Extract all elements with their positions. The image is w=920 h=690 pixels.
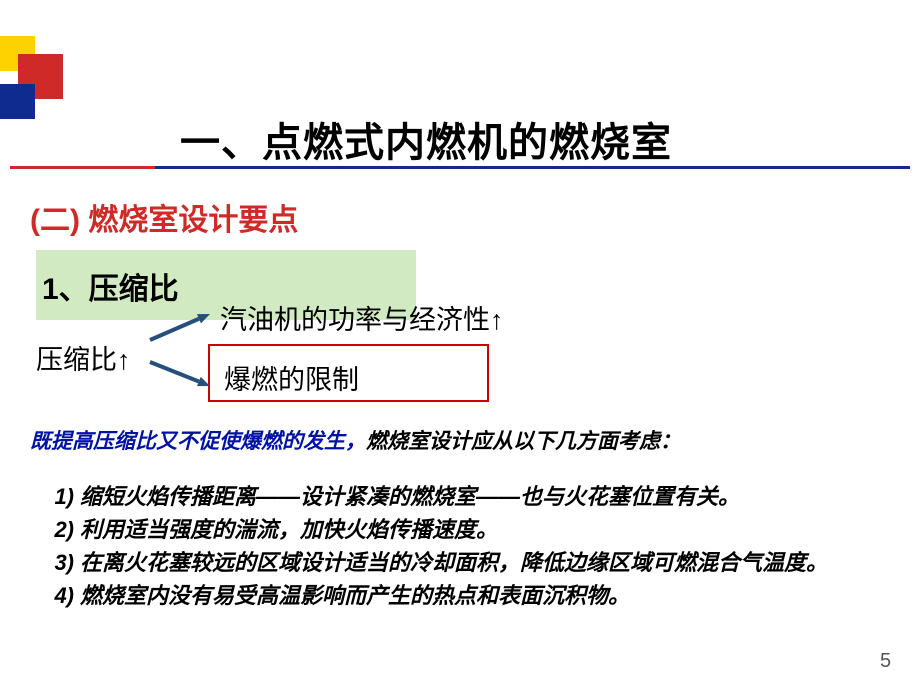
list-item-text: 燃烧室内没有易受高温影响而产生的热点和表面沉积物。 xyxy=(80,579,890,612)
underline-segment xyxy=(10,166,155,169)
list-item-number: 4) xyxy=(32,579,80,612)
list-item-text: 在离火花塞较远的区域设计适当的冷却面积，降低边缘区域可燃混合气温度。 xyxy=(80,546,890,579)
list-item-number: 3) xyxy=(32,546,80,579)
list-item: 3)在离火花塞较远的区域设计适当的冷却面积，降低边缘区域可燃混合气温度。 xyxy=(32,546,890,579)
design-points-list: 1)缩短火焰传播距离——设计紧凑的燃烧室——也与火花塞位置有关。2)利用适当强度… xyxy=(32,480,890,612)
flow-source-label: 压缩比↑ xyxy=(36,338,131,377)
list-item-text: 利用适当强度的湍流，加快火焰传播速度。 xyxy=(80,513,890,546)
list-item: 1)缩短火焰传播距离——设计紧凑的燃烧室——也与火花塞位置有关。 xyxy=(32,480,890,513)
flow-bottom-label: 爆燃的限制 xyxy=(224,358,359,397)
list-item-text: 缩短火焰传播距离——设计紧凑的燃烧室——也与火花塞位置有关。 xyxy=(80,480,890,513)
body-blue-span: 既提高压缩比又不促使爆燃的发生， xyxy=(30,430,366,453)
list-item-number: 1) xyxy=(32,480,80,513)
flow-top-label: 汽油机的功率与经济性↑ xyxy=(220,298,504,337)
body-black-span: 燃烧室设计应从以下几方面考虑： xyxy=(366,430,681,453)
underline-segment xyxy=(155,166,910,169)
section-subtitle: (二) 燃烧室设计要点 xyxy=(30,195,298,239)
slide-title: 一、点燃式内燃机的燃烧室 xyxy=(180,110,672,168)
list-item: 4)燃烧室内没有易受高温影响而产生的热点和表面沉积物。 xyxy=(32,579,890,612)
list-item: 2)利用适当强度的湍流，加快火焰传播速度。 xyxy=(32,513,890,546)
page-number: 5 xyxy=(880,650,891,673)
deco-block xyxy=(0,84,35,119)
slide-root: 一、点燃式内燃机的燃烧室 (二) 燃烧室设计要点 1、压缩比 压缩比↑ 汽油机的… xyxy=(0,0,920,690)
list-item-number: 2) xyxy=(32,513,80,546)
body-sentence: 既提高压缩比又不促使爆燃的发生，燃烧室设计应从以下几方面考虑： xyxy=(30,425,681,455)
